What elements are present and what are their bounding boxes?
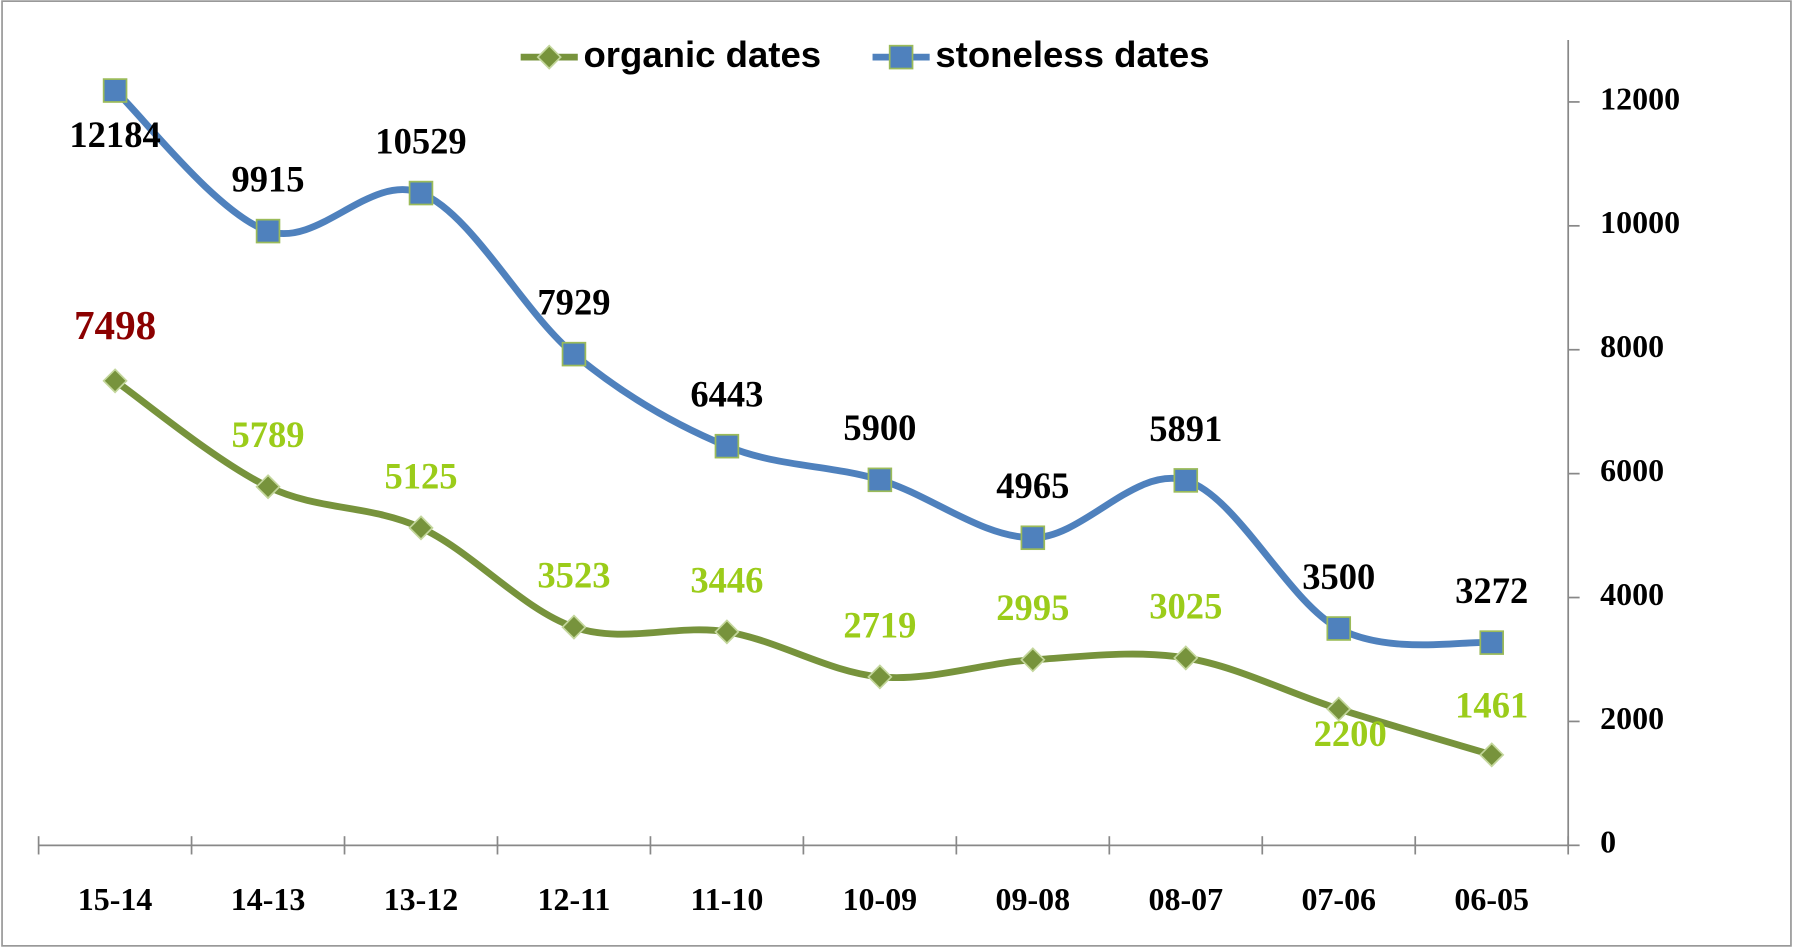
data-point: [1326, 696, 1352, 722]
data-label: 9915: [231, 159, 304, 200]
data-point: [714, 619, 740, 645]
data-label: 5125: [384, 455, 457, 496]
data-label: 3446: [690, 559, 763, 600]
y-tick-label: 4000: [1600, 577, 1664, 612]
data-point: [1020, 525, 1046, 551]
data-label: 3500: [1302, 556, 1375, 597]
x-tick-label: 12-11: [538, 882, 611, 917]
data-point: [561, 341, 587, 367]
data-label: 2719: [843, 604, 916, 645]
legend-label: organic dates: [583, 34, 821, 75]
x-tick-label: 09-08: [996, 882, 1071, 917]
x-tick-label: 11-10: [691, 882, 764, 917]
data-point: [102, 78, 128, 103]
data-point: [255, 474, 281, 500]
x-tick-label: 06-05: [1454, 882, 1529, 917]
x-tick-label: 14-13: [231, 882, 306, 917]
y-tick-label: 0: [1600, 825, 1616, 860]
data-label: 2200: [1314, 713, 1387, 754]
y-tick-label: 8000: [1600, 329, 1664, 364]
x-tick-label: 13-12: [384, 882, 459, 917]
y-tick-label: 2000: [1600, 701, 1664, 736]
data-point: [1479, 630, 1504, 655]
data-label: 7929: [537, 282, 610, 323]
data-label: 3523: [537, 554, 610, 595]
series-line: [111, 377, 1496, 759]
data-point: [102, 368, 128, 394]
data-point: [1479, 742, 1505, 768]
data-point: [867, 467, 893, 493]
data-point: [408, 515, 434, 541]
data-label: 3272: [1455, 570, 1528, 611]
data-point: [408, 180, 434, 206]
x-tick-label: 15-14: [78, 882, 153, 917]
legend-marker: [536, 44, 562, 70]
data-label: 7498: [74, 302, 156, 348]
y-tick-label: 10000: [1600, 205, 1680, 240]
data-label: 1461: [1455, 685, 1528, 726]
y-tick-label: 12000: [1600, 81, 1680, 116]
data-label: 5789: [231, 414, 304, 455]
data-point: [714, 433, 740, 459]
x-tick-label: 10-09: [843, 882, 918, 917]
data-label: 10529: [375, 120, 466, 161]
data-label: 5900: [843, 407, 916, 448]
data-point: [1020, 647, 1046, 673]
y-tick-label: 6000: [1600, 453, 1664, 488]
data-point: [1173, 468, 1199, 493]
series-line: [111, 87, 1496, 649]
data-point: [255, 218, 281, 244]
x-tick-label: 08-07: [1149, 882, 1224, 917]
data-point: [561, 614, 587, 640]
data-label: 5891: [1149, 408, 1222, 449]
data-label: 3025: [1149, 585, 1222, 626]
data-point: [867, 664, 893, 690]
data-label: 6443: [690, 374, 763, 415]
data-point: [1326, 616, 1352, 641]
legend-label: stoneless dates: [935, 34, 1209, 75]
x-tick-label: 07-06: [1301, 882, 1376, 917]
legend-marker: [888, 44, 914, 70]
data-point: [1173, 645, 1199, 671]
data-label: 12184: [69, 114, 160, 155]
data-label: 2995: [996, 587, 1069, 628]
data-label: 4965: [996, 465, 1069, 506]
